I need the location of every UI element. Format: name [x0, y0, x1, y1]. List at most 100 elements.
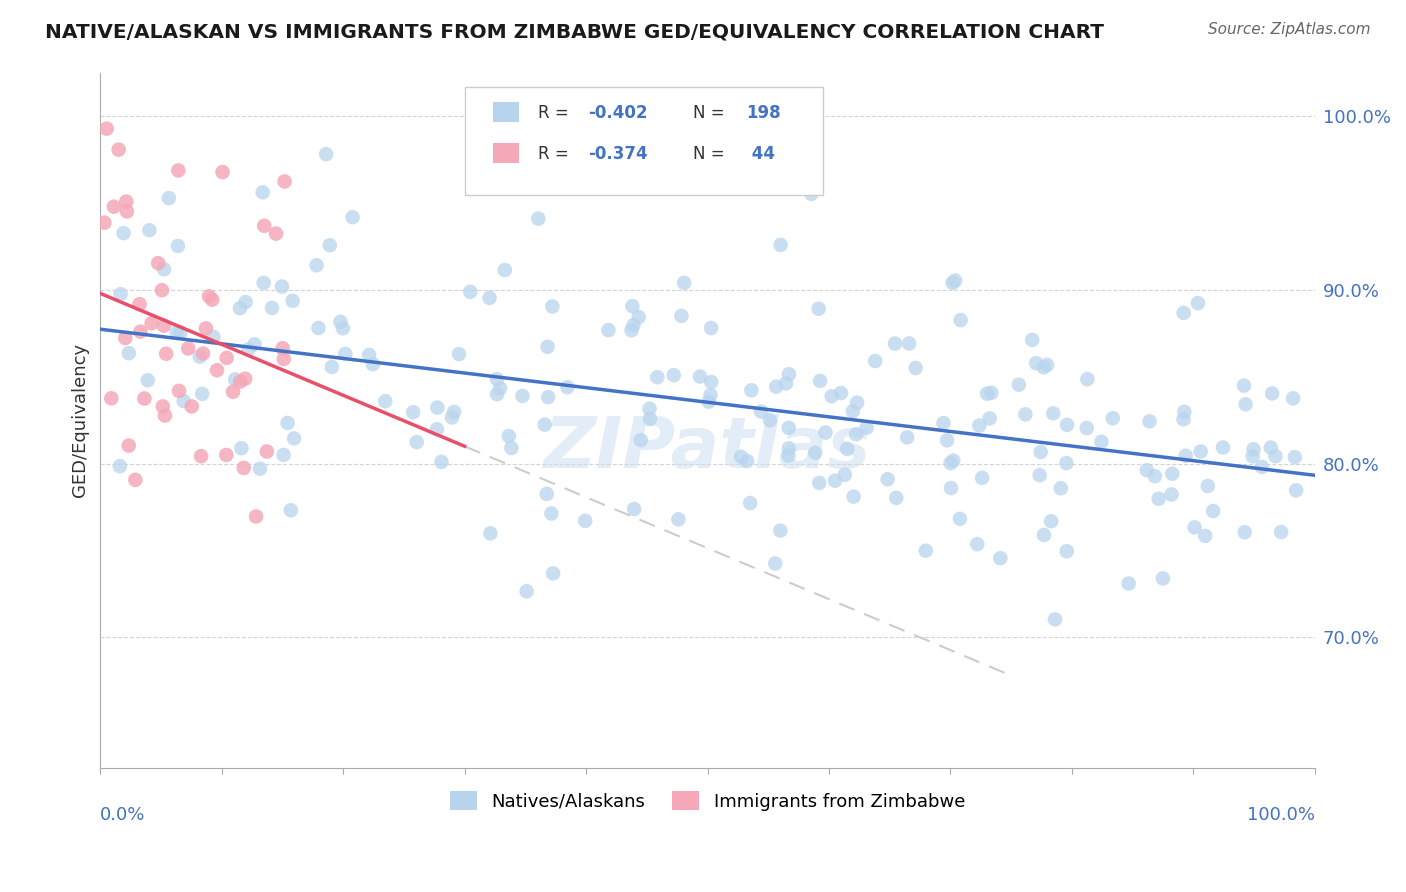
Point — [846, 395, 869, 409]
Point — [148, 256, 170, 270]
Point — [699, 388, 721, 402]
Point — [167, 384, 190, 398]
Point — [173, 394, 195, 409]
Point — [335, 347, 357, 361]
Point — [1173, 306, 1195, 320]
Point — [402, 405, 425, 419]
Point — [430, 455, 453, 469]
Legend: Natives/Alaskans, Immigrants from Zimbabwe: Natives/Alaskans, Immigrants from Zimbab… — [443, 784, 973, 818]
Point — [536, 340, 558, 354]
Point — [574, 514, 596, 528]
Point — [191, 346, 214, 360]
Point — [1056, 544, 1078, 558]
Point — [970, 471, 993, 485]
Point — [426, 422, 449, 436]
Point — [1029, 445, 1052, 459]
Point — [215, 448, 238, 462]
Point — [749, 404, 772, 418]
Point — [914, 543, 936, 558]
Text: -0.402: -0.402 — [589, 103, 648, 121]
Point — [405, 435, 427, 450]
Point — [814, 425, 837, 440]
Point — [501, 441, 523, 455]
Point — [512, 389, 534, 403]
Point — [536, 487, 558, 501]
Text: ZIPatlas: ZIPatlas — [544, 414, 872, 483]
Point — [884, 491, 907, 505]
Point — [150, 283, 173, 297]
Point — [118, 439, 141, 453]
Point — [167, 239, 190, 253]
Point — [177, 342, 200, 356]
Point — [1282, 392, 1305, 406]
Point — [949, 313, 972, 327]
Point — [194, 321, 217, 335]
Point — [979, 411, 1001, 425]
Point — [180, 400, 202, 414]
Point — [740, 496, 762, 510]
Point — [281, 293, 304, 308]
Point — [621, 299, 644, 313]
Point — [804, 446, 827, 460]
Point — [834, 467, 856, 482]
Point — [671, 309, 693, 323]
Point — [1101, 411, 1123, 425]
Point — [966, 537, 988, 551]
Point — [198, 289, 221, 303]
Point — [1284, 450, 1306, 465]
Point — [638, 411, 661, 425]
Point — [115, 204, 138, 219]
Point — [942, 276, 965, 290]
Point — [1033, 528, 1056, 542]
Point — [1197, 479, 1219, 493]
Point — [374, 394, 396, 409]
Point — [697, 394, 720, 409]
Point — [479, 526, 502, 541]
Point — [249, 461, 271, 475]
Point — [273, 174, 295, 188]
Point — [1161, 467, 1184, 481]
Point — [305, 258, 328, 272]
Point — [1040, 514, 1063, 528]
Point — [1147, 491, 1170, 506]
Point — [224, 372, 246, 386]
Point — [988, 551, 1011, 566]
Point — [1173, 405, 1195, 419]
Point — [1008, 377, 1031, 392]
Point — [152, 400, 174, 414]
Point — [153, 409, 176, 423]
Point — [598, 323, 620, 337]
Point — [980, 385, 1002, 400]
Point — [1090, 434, 1112, 449]
Point — [342, 211, 364, 225]
Point — [1187, 296, 1209, 310]
Point — [627, 310, 650, 324]
Point — [1118, 576, 1140, 591]
Bar — [492, 102, 519, 121]
Text: -0.374: -0.374 — [589, 145, 648, 163]
Point — [103, 200, 125, 214]
Point — [253, 276, 276, 290]
Point — [307, 321, 329, 335]
Point — [541, 566, 564, 581]
Point — [939, 481, 962, 495]
Point — [769, 238, 792, 252]
Point — [202, 330, 225, 344]
Point — [166, 325, 188, 339]
Point — [1160, 487, 1182, 501]
Point — [458, 285, 481, 299]
Point — [1152, 572, 1174, 586]
Point — [152, 318, 174, 333]
Point — [769, 524, 792, 538]
Point — [1233, 378, 1256, 392]
Point — [778, 421, 800, 435]
FancyBboxPatch shape — [464, 87, 823, 194]
Point — [155, 347, 177, 361]
Point — [904, 361, 927, 376]
Point — [662, 368, 685, 383]
Point — [243, 337, 266, 351]
Point — [252, 186, 274, 200]
Point — [1136, 463, 1159, 477]
Point — [541, 300, 564, 314]
Point — [969, 418, 991, 433]
